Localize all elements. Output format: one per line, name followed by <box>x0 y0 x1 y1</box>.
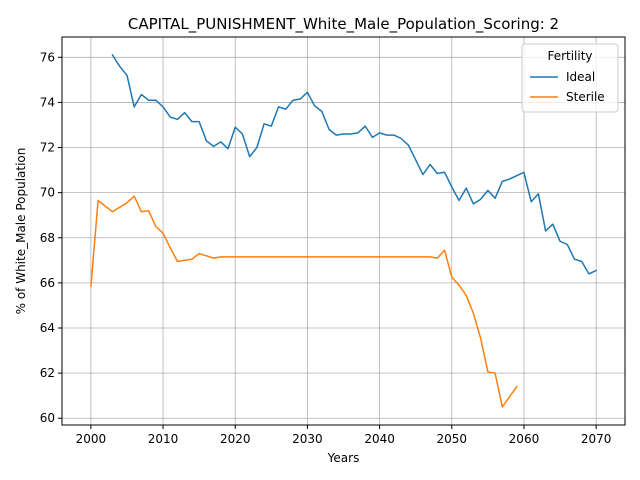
axis-ticks: 2000 2010 2020 2030 2040 2050 2060 2070 60 62 64 66… <box>40 50 612 446</box>
x-tick-label: 2040 <box>364 432 395 446</box>
series-lines <box>90 53 598 408</box>
x-tick-label: 2000 <box>76 432 107 446</box>
x-tick-label: 2020 <box>220 432 251 446</box>
x-tick-label: 2010 <box>148 432 179 446</box>
legend: Fertility Ideal Sterile <box>521 43 619 113</box>
plot-frame <box>61 36 626 426</box>
x-tick-label: 2050 <box>436 432 467 446</box>
y-tick-label: 66 <box>40 276 55 290</box>
x-tick-label: 2030 <box>292 432 323 446</box>
x-tick-label: 2070 <box>581 432 612 446</box>
legend-items: Ideal Sterile <box>530 70 605 104</box>
y-tick-label: 74 <box>40 95 55 109</box>
y-tick-label: 64 <box>40 321 55 335</box>
y-tick-label: 62 <box>40 366 55 380</box>
y-tick-label: 70 <box>40 186 55 200</box>
legend-label-ideal: Ideal <box>566 70 595 84</box>
y-tick-label: 60 <box>40 411 55 425</box>
y-axis-label: % of White_Male Population <box>14 148 28 315</box>
y-tick-label: 68 <box>40 231 55 245</box>
legend-label-sterile: Sterile <box>566 90 605 104</box>
y-tick-label: 72 <box>40 141 55 155</box>
x-tick-label: 2060 <box>509 432 540 446</box>
legend-title: Fertility <box>547 49 592 63</box>
series-line-sterile <box>90 195 518 408</box>
series-line-ideal <box>111 53 598 275</box>
legend-box <box>521 43 619 113</box>
chart-title: CAPITAL_PUNISHMENT_White_Male_Population… <box>128 15 559 34</box>
y-tick-label: 76 <box>40 50 55 64</box>
x-axis-label: Years <box>327 451 360 465</box>
